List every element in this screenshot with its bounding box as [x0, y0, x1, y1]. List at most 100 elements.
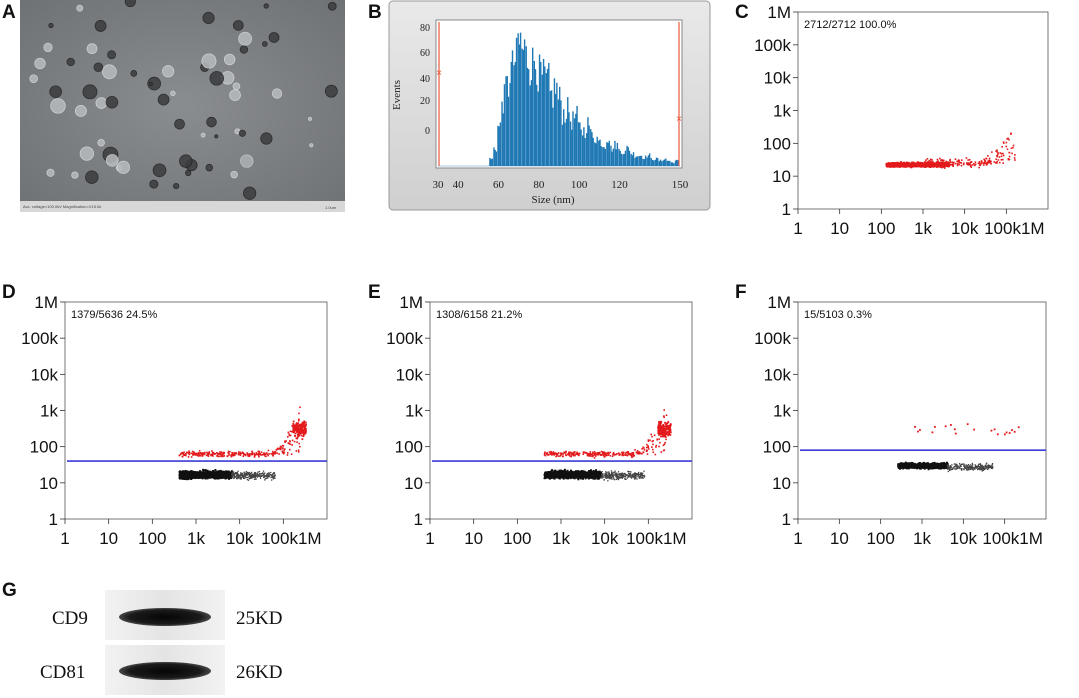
scatter-point: [232, 471, 235, 473]
scatter-point: [190, 478, 193, 481]
nta-bar: [638, 156, 640, 166]
nta-x-label: Size (nm): [531, 194, 574, 206]
scatter-point: [954, 158, 957, 161]
nta-bar: [652, 160, 655, 166]
scatter-point: [640, 472, 642, 474]
scatter-point: [258, 473, 261, 475]
scatter-point: [297, 422, 300, 425]
scatter-point: [231, 475, 233, 477]
scatter-point: [557, 476, 560, 479]
scatter-point: [555, 476, 558, 479]
nta-bar: [658, 161, 661, 166]
scatter-point: [634, 476, 636, 478]
scatter-point: [181, 451, 183, 454]
scatter-point: [211, 471, 214, 474]
scatter-frame: [429, 301, 693, 520]
scatter-point: [936, 163, 938, 165]
nta-bar: [490, 159, 492, 166]
scatter-point: [292, 420, 295, 423]
scatter-point: [580, 477, 583, 480]
scatter-point: [995, 162, 998, 164]
scatter-point: [955, 162, 957, 165]
scatter-point: [891, 162, 894, 165]
scatter-point: [612, 475, 614, 478]
scatter-point: [243, 471, 245, 473]
tem-vesicle: [101, 64, 117, 80]
nta-bar: [643, 159, 646, 166]
scatter-point: [178, 470, 181, 473]
scatter-point: [296, 430, 298, 433]
scatter-point: [284, 448, 286, 450]
scatter-point: [952, 163, 955, 165]
scatter-point: [251, 477, 253, 479]
scatter-point: [974, 161, 977, 163]
tem-vesicle: [46, 168, 55, 177]
scatter-point: [935, 161, 938, 164]
scatter-point: [279, 445, 282, 448]
scatter-point: [1011, 152, 1013, 155]
scatter-point: [187, 476, 190, 479]
nta-bar: [501, 101, 503, 166]
scatter-point: [257, 475, 259, 477]
scatter-point: [966, 163, 969, 166]
scatter-point: [222, 473, 225, 476]
tem-vesicle: [93, 62, 104, 73]
nta-bar: [577, 122, 580, 166]
scatter-point: [641, 472, 643, 474]
scatter-point: [208, 451, 211, 453]
scatter-point: [576, 471, 579, 474]
scatter-point: [601, 477, 603, 479]
scatter-point: [935, 164, 938, 166]
scatter-point: [292, 426, 295, 429]
scatter-gate-text: 1308/6158 21.2%: [436, 309, 522, 321]
tem-vesicle: [43, 42, 53, 53]
scatter-gate-text: 2712/2712 100.0%: [804, 19, 897, 31]
scatter-point: [210, 473, 213, 476]
scatter-y-tick: 1M: [34, 293, 58, 312]
scatter-point: [244, 454, 247, 456]
nta-bar: [530, 80, 533, 166]
scatter-point: [185, 478, 188, 481]
scatter-point: [941, 166, 943, 169]
scatter-point: [988, 159, 991, 162]
scatter-point: [271, 473, 274, 476]
scatter-point: [281, 450, 284, 453]
scatter-point: [179, 470, 182, 473]
scatter-point: [947, 162, 949, 165]
scatter-y-tick: 10k: [31, 365, 59, 384]
nta-bar: [663, 159, 666, 166]
scatter-point: [207, 472, 210, 475]
scatter-point: [303, 428, 305, 431]
nta-bar: [561, 124, 564, 166]
scatter-point: [206, 477, 209, 480]
scatter-point: [1005, 141, 1008, 144]
scatter-point: [213, 472, 216, 475]
scatter-point: [248, 454, 251, 457]
scatter-point: [929, 163, 931, 166]
scatter-point: [606, 476, 608, 479]
scatter-point: [219, 476, 222, 479]
nta-bar: [581, 135, 584, 166]
tem-vesicle: [308, 116, 312, 121]
scatter-point: [636, 476, 638, 478]
scatter-point: [247, 455, 249, 457]
scatter-point: [229, 451, 231, 453]
scatter-point: [614, 470, 616, 472]
scatter-point: [230, 475, 233, 478]
scatter-point: [230, 455, 233, 458]
tem-vesicle: [50, 98, 66, 114]
scatter-point: [983, 158, 985, 161]
tem-vesicle: [82, 84, 98, 100]
scatter-point: [982, 164, 985, 166]
scatter-point: [585, 474, 588, 477]
scatter-point: [895, 163, 899, 167]
nta-bar: [665, 158, 667, 166]
scatter-point: [946, 164, 949, 167]
nta-bar: [518, 44, 521, 166]
scatter-point: [217, 477, 220, 480]
scatter-point: [193, 475, 196, 478]
tem-vesicle: [239, 45, 249, 54]
scatter-point: [288, 434, 291, 437]
scatter-point: [577, 473, 580, 476]
scatter-point: [297, 433, 300, 436]
